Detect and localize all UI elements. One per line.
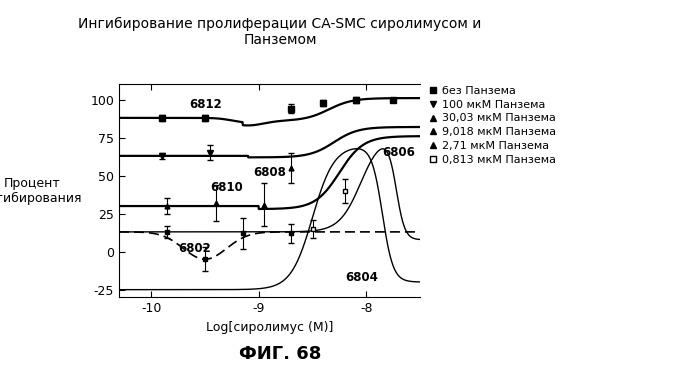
Legend: без Панзема, 100 мкМ Панзема, 30,03 мкМ Панзема, 9,018 мкМ Панзема, 2,71 мкМ Пан: без Панзема, 100 мкМ Панзема, 30,03 мкМ … [428,86,556,165]
X-axis label: Log[сиролимус (М)]: Log[сиролимус (М)] [206,321,333,334]
Text: 6808: 6808 [253,166,286,179]
Text: 6802: 6802 [178,242,211,255]
Text: 6806: 6806 [382,146,415,159]
Text: ФИГ. 68: ФИГ. 68 [239,345,321,363]
Text: 6810: 6810 [211,181,243,194]
Y-axis label: Процент
ингибирования: Процент ингибирования [0,177,83,205]
Text: 6812: 6812 [189,98,222,111]
Text: 6804: 6804 [345,271,377,284]
Text: Ингибирование пролиферации CA-SMC сиролимусом и
Панземом: Ингибирование пролиферации CA-SMC сироли… [78,17,482,47]
